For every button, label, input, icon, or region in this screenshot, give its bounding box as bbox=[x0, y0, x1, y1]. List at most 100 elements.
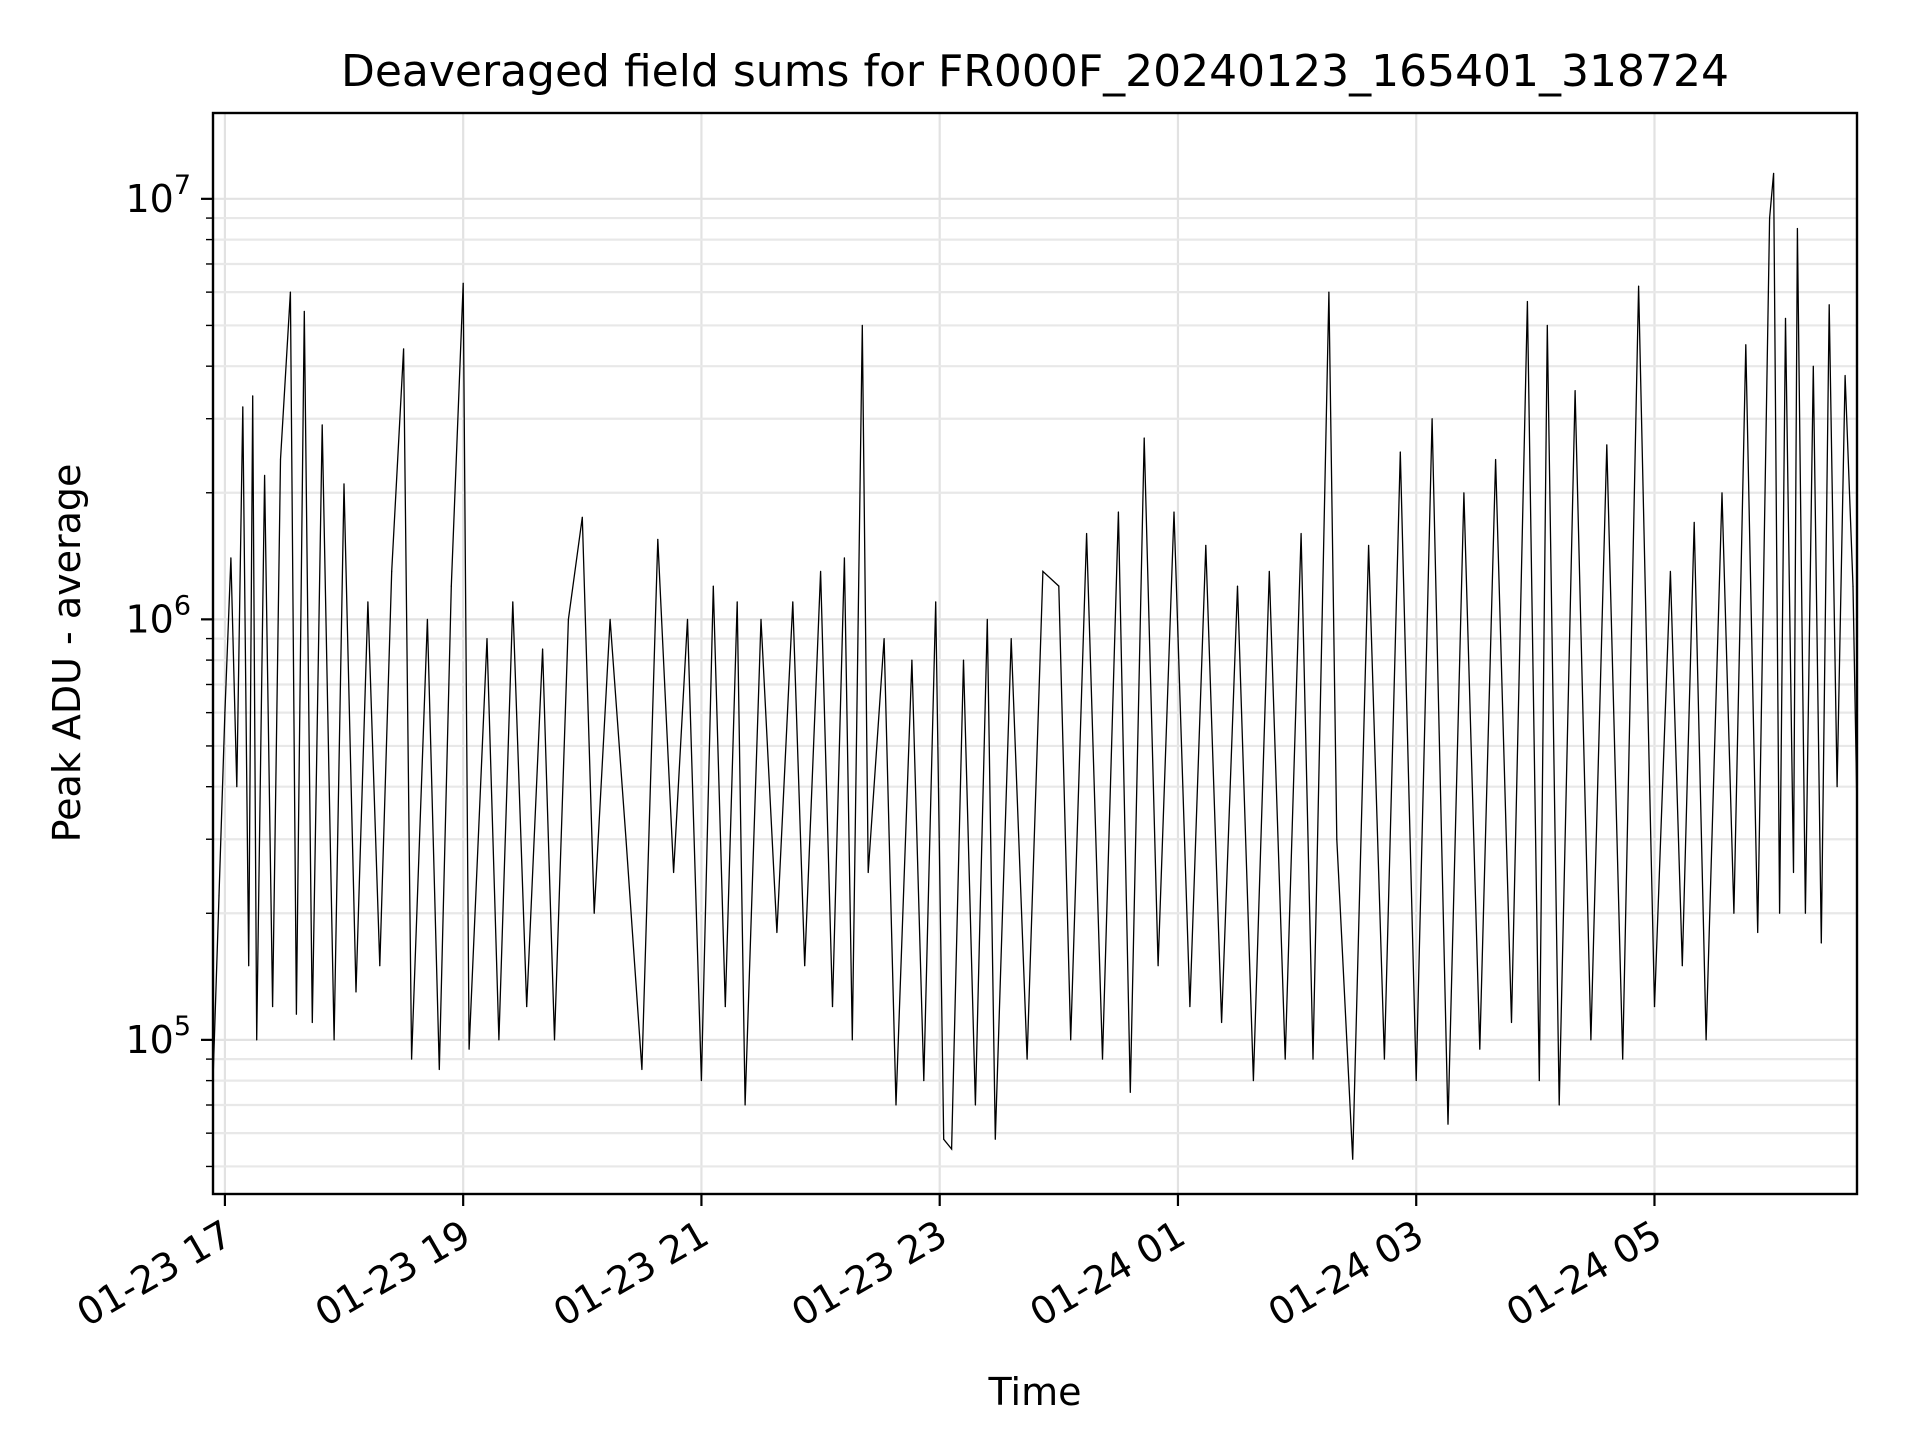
data-point bbox=[321, 424, 323, 426]
data-point bbox=[744, 1104, 746, 1106]
data-point bbox=[295, 1013, 297, 1015]
y-tick-base: 10 bbox=[125, 597, 173, 641]
data-point bbox=[512, 601, 514, 603]
data-point bbox=[1779, 912, 1781, 914]
data-point bbox=[911, 659, 913, 661]
data-point bbox=[1010, 638, 1012, 640]
data-point bbox=[355, 991, 357, 993]
data-point bbox=[256, 1039, 258, 1041]
data-point bbox=[526, 1006, 528, 1008]
data-point bbox=[861, 324, 863, 326]
data-point bbox=[279, 458, 282, 461]
data-point bbox=[1606, 444, 1608, 446]
data-point bbox=[1769, 217, 1771, 219]
data-point bbox=[625, 838, 627, 840]
data-point bbox=[1733, 912, 1735, 914]
data-point bbox=[1804, 912, 1806, 914]
data-point bbox=[986, 618, 988, 621]
data-point bbox=[1773, 172, 1775, 174]
data-point bbox=[923, 1080, 925, 1082]
data-point bbox=[1844, 374, 1846, 377]
data-point bbox=[411, 1058, 413, 1060]
x-tick-label: 01-24 05 bbox=[1499, 1212, 1669, 1336]
data-point bbox=[581, 516, 583, 518]
data-point bbox=[843, 557, 846, 559]
data-point bbox=[1510, 1021, 1513, 1024]
data-point bbox=[1328, 291, 1330, 293]
data-point bbox=[1383, 1058, 1385, 1060]
data-point bbox=[567, 618, 570, 621]
data-point bbox=[1558, 1104, 1560, 1106]
series-line bbox=[212, 173, 1858, 1160]
data-point bbox=[895, 1104, 897, 1106]
grid-layer bbox=[213, 113, 1857, 1194]
data-point bbox=[248, 965, 250, 967]
data-point bbox=[553, 1039, 556, 1041]
data-point bbox=[426, 618, 428, 621]
x-tick-label: 01-23 23 bbox=[784, 1212, 954, 1336]
data-point bbox=[1026, 1058, 1028, 1060]
data-point bbox=[951, 1148, 953, 1150]
data-point bbox=[1415, 1080, 1417, 1082]
data-point bbox=[712, 585, 714, 587]
data-point bbox=[1653, 1006, 1656, 1008]
data-point bbox=[943, 1138, 945, 1140]
data-point bbox=[1157, 965, 1159, 967]
data-point bbox=[450, 585, 452, 587]
data-point bbox=[1117, 511, 1119, 513]
data-point bbox=[1312, 1058, 1314, 1060]
data-point bbox=[1189, 1006, 1191, 1008]
data-point bbox=[724, 1006, 726, 1008]
data-point bbox=[289, 291, 291, 293]
data-point bbox=[1669, 570, 1671, 573]
series-layer bbox=[212, 172, 1858, 1160]
data-point bbox=[1352, 1158, 1354, 1160]
data-point bbox=[1820, 942, 1822, 944]
data-point bbox=[792, 601, 794, 603]
chart-title: Deaveraged field sums for FR000F_2024012… bbox=[341, 46, 1729, 97]
y-tick-exponent: 5 bbox=[174, 1011, 191, 1042]
x-tick-label: 01-24 03 bbox=[1261, 1212, 1431, 1336]
data-point bbox=[1828, 304, 1830, 306]
data-point bbox=[1252, 1080, 1254, 1082]
data-point bbox=[1236, 585, 1239, 587]
data-point bbox=[593, 912, 595, 914]
data-point bbox=[867, 871, 869, 874]
data-point bbox=[403, 348, 405, 350]
y-tick-label: 107 bbox=[125, 170, 191, 221]
y-axis-label: Peak ADU - average bbox=[45, 464, 89, 843]
data-point bbox=[1757, 931, 1759, 934]
data-point bbox=[1399, 451, 1401, 453]
data-point bbox=[1070, 1039, 1072, 1041]
data-point bbox=[804, 965, 806, 967]
data-point bbox=[498, 1039, 500, 1041]
data-point bbox=[1812, 365, 1814, 367]
data-point bbox=[1268, 570, 1270, 573]
data-point bbox=[1101, 1058, 1104, 1060]
y-tick-base: 10 bbox=[125, 177, 173, 221]
data-point bbox=[1538, 1080, 1540, 1082]
data-point bbox=[1368, 544, 1370, 546]
x-tick-label: 01-23 17 bbox=[69, 1212, 239, 1336]
data-point bbox=[760, 618, 762, 621]
data-point bbox=[272, 1006, 274, 1008]
data-point bbox=[242, 406, 244, 408]
y-tick-exponent: 6 bbox=[174, 590, 191, 621]
data-point bbox=[1463, 492, 1465, 494]
x-tick-label: 01-24 01 bbox=[1022, 1212, 1192, 1336]
data-point bbox=[700, 1080, 703, 1082]
data-point bbox=[1300, 532, 1302, 535]
data-point bbox=[1284, 1058, 1286, 1060]
data-point bbox=[1143, 437, 1145, 439]
data-point bbox=[994, 1138, 996, 1140]
y-tick-label: 106 bbox=[125, 590, 191, 641]
data-point bbox=[1574, 390, 1576, 392]
y-tick-base: 10 bbox=[125, 1018, 173, 1062]
data-point bbox=[438, 1068, 440, 1071]
data-point bbox=[486, 638, 488, 640]
data-point bbox=[935, 601, 937, 603]
data-point bbox=[303, 310, 305, 312]
x-tick-label: 01-23 21 bbox=[546, 1212, 716, 1336]
